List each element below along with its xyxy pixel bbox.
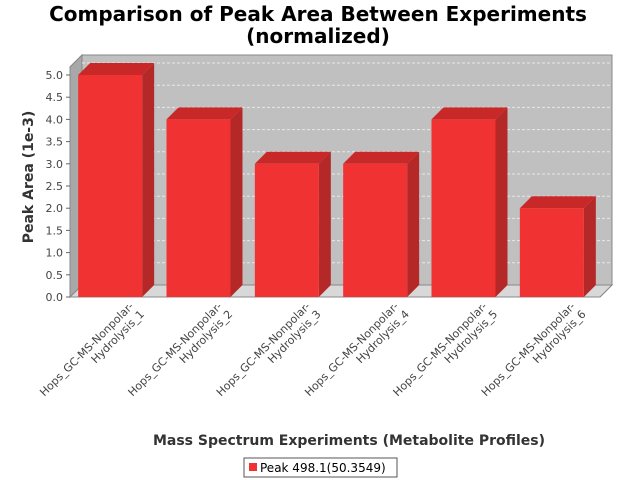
bar-top <box>343 151 420 164</box>
bar-4 <box>343 151 420 297</box>
legend: Peak 498.1(50.3549) <box>243 457 398 478</box>
bar-side <box>495 107 508 298</box>
bar-2 <box>166 107 243 298</box>
x-axis: Hops_GC-MS-Nonpolar-Hydrolysis_1Hops_GC-… <box>37 300 588 399</box>
y-axis: 0.0 0.5 1.0 1.5 2.0 2.5 3.0 3.5 4.0 4.5 5.0 <box>46 67 71 304</box>
y-tick-label: 0.5 <box>46 269 64 282</box>
bar-front <box>254 163 319 297</box>
bar-top <box>166 107 243 120</box>
bar-front <box>519 208 584 297</box>
y-tick-label: 1.0 <box>46 247 64 260</box>
y-tick-label: 2.0 <box>46 202 64 215</box>
y-tick-label: 1.5 <box>46 224 64 237</box>
y-tick-label: 3.0 <box>46 158 64 171</box>
bar-front <box>166 119 231 298</box>
y-tick-label: 5.0 <box>46 69 64 82</box>
bar-front <box>343 163 408 297</box>
bar-side <box>230 107 243 298</box>
bar-front <box>78 75 143 297</box>
bar-side <box>142 63 155 297</box>
bar-side <box>318 151 331 297</box>
y-tick-label: 3.5 <box>46 136 64 149</box>
bar-side <box>583 196 596 297</box>
chart-subtitle: (normalized) <box>246 24 390 48</box>
x-tick-label-line: Hops_GC-MS-Nonpolar- <box>37 300 136 399</box>
bar-front <box>431 119 496 298</box>
bar-top <box>78 63 155 75</box>
bar-3 <box>254 151 331 297</box>
bar-top <box>254 151 331 164</box>
y-tick-label: 4.0 <box>46 113 64 126</box>
bar-6 <box>519 196 596 297</box>
bar-side <box>407 151 420 297</box>
y-tick-label: 0.0 <box>46 291 64 304</box>
legend-swatch <box>249 463 257 471</box>
y-tick-label: 2.5 <box>46 180 64 193</box>
bar-top <box>519 196 596 209</box>
chart-title: Comparison of Peak Area Between Experime… <box>49 2 587 26</box>
bar-top <box>431 107 508 120</box>
legend-label: Peak 498.1(50.3549) <box>260 461 386 475</box>
x-axis-title: Mass Spectrum Experiments (Metabolite Pr… <box>153 433 545 449</box>
y-tick-label: 4.5 <box>46 91 64 104</box>
bar-1 <box>78 63 155 297</box>
bars-group <box>78 63 596 298</box>
bar-5 <box>431 107 508 298</box>
y-axis-title: Peak Area (1e-3) <box>21 111 37 244</box>
legend-box <box>243 457 398 478</box>
